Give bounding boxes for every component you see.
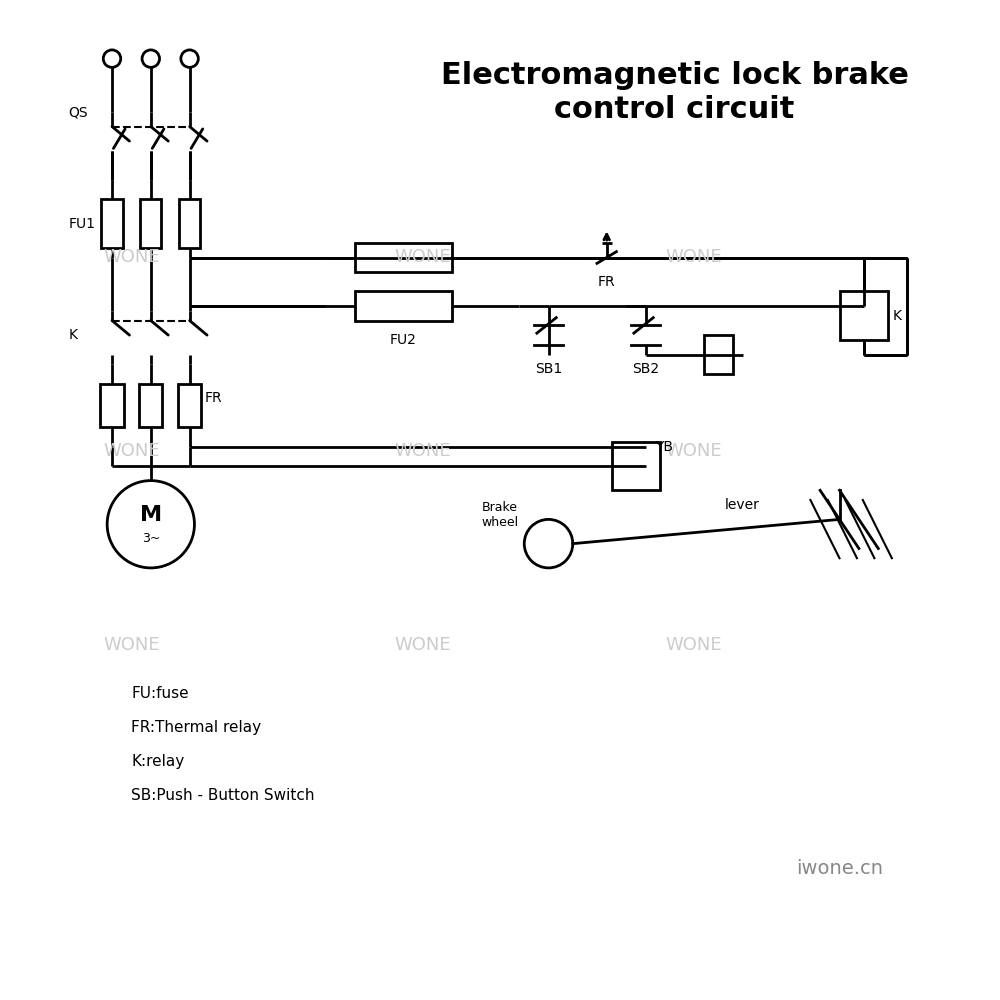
- Text: WONE: WONE: [103, 248, 160, 266]
- Bar: [354, 291, 452, 321]
- Text: WONE: WONE: [666, 442, 722, 460]
- Text: WONE: WONE: [103, 442, 160, 460]
- Bar: [840, 291, 888, 340]
- Bar: [704, 335, 733, 374]
- Text: WONE: WONE: [666, 248, 722, 266]
- Text: SB1: SB1: [535, 362, 562, 376]
- Text: FR:Thermal relay: FR:Thermal relay: [131, 720, 262, 735]
- Text: Electromagnetic lock brake
control circuit: Electromagnetic lock brake control circu…: [441, 61, 909, 124]
- Bar: [354, 243, 452, 272]
- Text: WONE: WONE: [394, 442, 451, 460]
- Bar: [179, 199, 200, 248]
- Text: 3~: 3~: [142, 532, 160, 545]
- Text: QS: QS: [68, 105, 88, 119]
- Text: M: M: [140, 505, 162, 525]
- Text: FR: FR: [598, 275, 616, 289]
- Bar: [140, 199, 161, 248]
- Text: WONE: WONE: [394, 637, 451, 654]
- Bar: [178, 384, 201, 427]
- Bar: [100, 384, 124, 427]
- Text: FU:fuse: FU:fuse: [131, 686, 189, 702]
- Bar: [101, 199, 123, 248]
- Bar: [612, 442, 660, 490]
- Bar: [139, 384, 162, 427]
- Text: YB: YB: [655, 440, 673, 454]
- Text: lever: lever: [725, 498, 760, 512]
- Text: WONE: WONE: [103, 637, 160, 654]
- Text: WONE: WONE: [666, 637, 722, 654]
- Text: SB:Push - Button Switch: SB:Push - Button Switch: [131, 788, 315, 803]
- Text: SB2: SB2: [632, 362, 659, 376]
- Text: iwone.cn: iwone.cn: [796, 859, 883, 878]
- Text: FU1: FU1: [68, 217, 95, 231]
- Text: K: K: [893, 309, 902, 323]
- Text: K:relay: K:relay: [131, 754, 185, 769]
- Text: FU2: FU2: [390, 333, 416, 347]
- Text: K: K: [68, 328, 77, 342]
- Text: FR: FR: [204, 391, 222, 405]
- Text: Brake
wheel: Brake wheel: [481, 501, 519, 529]
- Text: WONE: WONE: [394, 248, 451, 266]
